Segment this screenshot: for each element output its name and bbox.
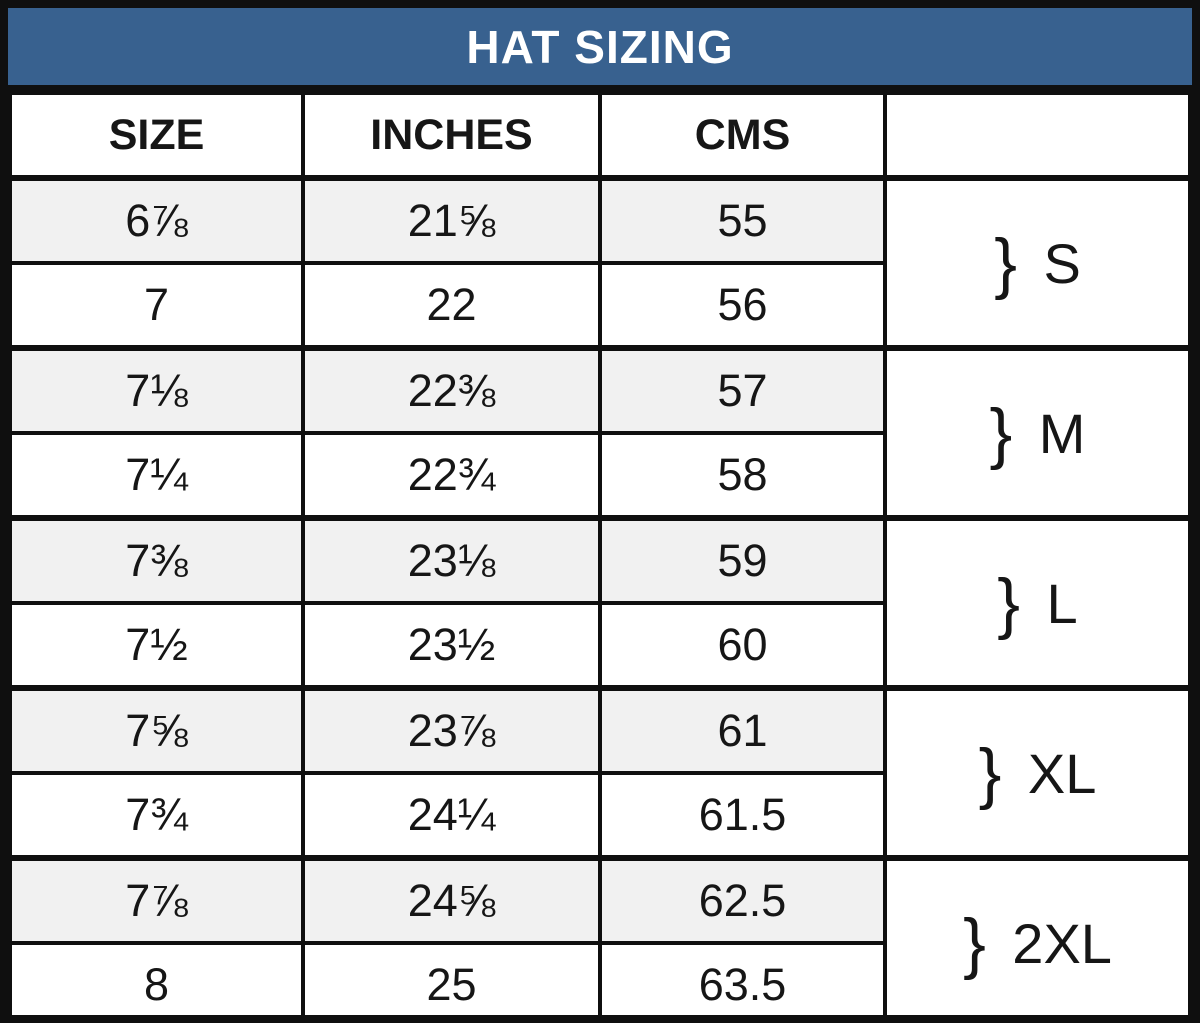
inches-cell: 22 (301, 261, 602, 350)
header-row: SIZE INCHES CMS (8, 91, 1192, 181)
table-row: 6⅞ 21⅝ 55 } S (8, 175, 1192, 350)
table-row: 8 25 63.5 (8, 941, 1190, 1015)
inches-cell: 22⅜ (301, 345, 602, 435)
size-cell: 7½ (8, 601, 305, 690)
cms-cell: 58 (598, 431, 887, 520)
cms-cell: 56 (598, 261, 887, 350)
table-title: HAT SIZING (466, 20, 734, 73)
group-cell-xl: } XL (883, 685, 1192, 860)
inches-cell: 22¾ (301, 431, 602, 520)
table-row: 7⅝ 23⅞ 61 } XL (8, 685, 1192, 860)
table-title-bar: HAT SIZING (8, 8, 1192, 91)
group-label: M (1038, 401, 1086, 465)
size-cell: 6⅞ (8, 175, 305, 265)
group-cell-m: } M (883, 345, 1192, 520)
group-label: 2XL (1012, 911, 1112, 975)
group-cell-2xl: } 2XL (883, 855, 1192, 1015)
cms-cell: 57 (598, 345, 887, 435)
table-row: 7⅛ 22⅜ 57 } M (8, 345, 1192, 520)
group-label: S (1043, 231, 1081, 295)
cms-cell: 59 (598, 515, 887, 605)
cms-cell: 60 (598, 601, 887, 690)
brace-icon: } (994, 225, 1017, 301)
hat-sizing-table: SIZE INCHES CMS 6⅞ 21⅝ 55 } S 7 22 56 (8, 91, 1192, 1015)
col-header-cms: CMS (598, 91, 887, 181)
table-row: 7⅞ 24⅝ 62.5 } 2XL (8, 855, 1192, 1015)
brace-icon: } (997, 565, 1021, 641)
cms-cell: 62.5 (598, 855, 887, 945)
cms-cell: 61 (598, 685, 887, 775)
brace-icon: } (989, 395, 1013, 471)
size-cell: 7¾ (8, 771, 305, 860)
table-row: 7⅜ 23⅛ 59 } L (8, 515, 1192, 690)
size-cell: 7 (8, 261, 305, 350)
size-cell: 7⅛ (8, 345, 305, 435)
table-row: 7¾ 24¼ 61.5 (8, 771, 1190, 860)
inches-cell: 23⅛ (301, 515, 602, 605)
group-label: L (1046, 571, 1078, 635)
size-cell: 7⅝ (8, 685, 305, 775)
table-row: 7 22 56 (8, 261, 1190, 350)
table-row: 7½ 23½ 60 (8, 601, 1190, 690)
inches-cell: 24¼ (301, 771, 602, 860)
col-header-group (883, 91, 1192, 181)
inches-cell: 24⅝ (301, 855, 602, 945)
group-cell-l: } L (883, 515, 1192, 690)
col-header-size: SIZE (8, 91, 305, 181)
inches-cell: 23½ (301, 601, 602, 690)
cms-cell: 61.5 (598, 771, 887, 860)
brace-icon: } (963, 905, 986, 981)
size-cell: 7⅞ (8, 855, 305, 945)
group-label: XL (1027, 741, 1097, 805)
cms-cell: 55 (598, 175, 887, 265)
inches-cell: 25 (301, 941, 602, 1015)
inches-cell: 21⅝ (301, 175, 602, 265)
cms-cell: 63.5 (598, 941, 887, 1015)
inches-cell: 23⅞ (301, 685, 602, 775)
col-header-inches: INCHES (301, 91, 602, 181)
size-cell: 7⅜ (8, 515, 305, 605)
table-row: 7¼ 22¾ 58 (8, 431, 1190, 520)
brace-icon: } (978, 735, 1002, 811)
size-cell: 7¼ (8, 431, 305, 520)
group-cell-s: } S (883, 175, 1192, 350)
size-cell: 8 (8, 941, 305, 1015)
